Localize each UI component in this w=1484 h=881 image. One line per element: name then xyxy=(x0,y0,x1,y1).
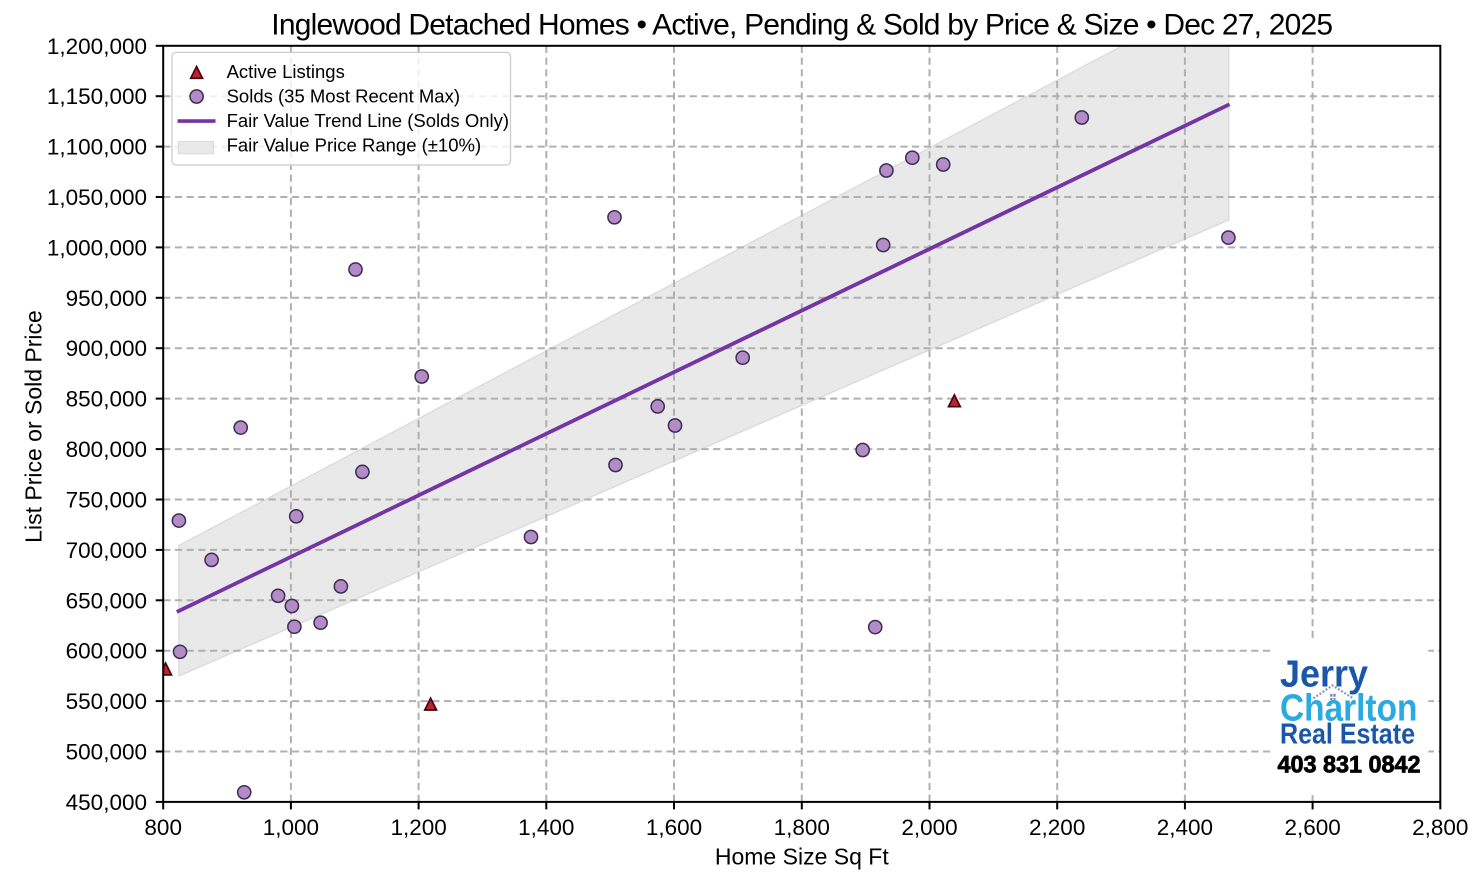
svg-text:1,100,000: 1,100,000 xyxy=(47,135,147,160)
svg-text:1,400: 1,400 xyxy=(518,815,574,840)
svg-text:800,000: 800,000 xyxy=(66,437,147,462)
svg-text:800: 800 xyxy=(144,815,182,840)
svg-text:2,000: 2,000 xyxy=(901,815,957,840)
svg-text:1,600: 1,600 xyxy=(646,815,702,840)
svg-text:950,000: 950,000 xyxy=(66,286,147,311)
svg-text:1,200,000: 1,200,000 xyxy=(47,34,147,59)
svg-text:2,200: 2,200 xyxy=(1029,815,1085,840)
svg-text:2,800: 2,800 xyxy=(1412,815,1468,840)
svg-text:500,000: 500,000 xyxy=(66,740,147,765)
svg-text:1,050,000: 1,050,000 xyxy=(47,185,147,210)
svg-text:Active Listings: Active Listings xyxy=(227,61,345,82)
svg-text:600,000: 600,000 xyxy=(66,639,147,664)
svg-text:List Price or Sold Price: List Price or Sold Price xyxy=(21,310,47,543)
svg-text:Jerry: Jerry xyxy=(1280,654,1368,696)
svg-text:Fair Value Price Range (±10%): Fair Value Price Range (±10%) xyxy=(227,134,482,155)
svg-text:2,600: 2,600 xyxy=(1284,815,1340,840)
svg-text:1,150,000: 1,150,000 xyxy=(47,84,147,109)
svg-text:700,000: 700,000 xyxy=(66,538,147,563)
svg-text:2,400: 2,400 xyxy=(1157,815,1213,840)
svg-text:850,000: 850,000 xyxy=(66,387,147,412)
svg-text:Solds (35 Most Recent Max): Solds (35 Most Recent Max) xyxy=(227,85,460,106)
svg-text:450,000: 450,000 xyxy=(66,790,147,815)
svg-text:1,200: 1,200 xyxy=(390,815,446,840)
svg-text:750,000: 750,000 xyxy=(66,488,147,513)
svg-text:650,000: 650,000 xyxy=(66,588,147,613)
svg-text:1,800: 1,800 xyxy=(774,815,830,840)
svg-text:1,000,000: 1,000,000 xyxy=(47,235,147,260)
svg-text:Home Size Sq Ft: Home Size Sq Ft xyxy=(715,843,889,869)
svg-text:Inglewood Detached Homes • Act: Inglewood Detached Homes • Active, Pendi… xyxy=(271,9,1332,42)
svg-text:Fair Value Trend Line (Solds O: Fair Value Trend Line (Solds Only) xyxy=(227,110,509,131)
svg-text:403 831 0842: 403 831 0842 xyxy=(1278,751,1421,778)
svg-text:550,000: 550,000 xyxy=(66,689,147,714)
svg-text:Real Estate: Real Estate xyxy=(1280,719,1415,751)
svg-text:1,000: 1,000 xyxy=(263,815,319,840)
svg-text:900,000: 900,000 xyxy=(66,336,147,361)
